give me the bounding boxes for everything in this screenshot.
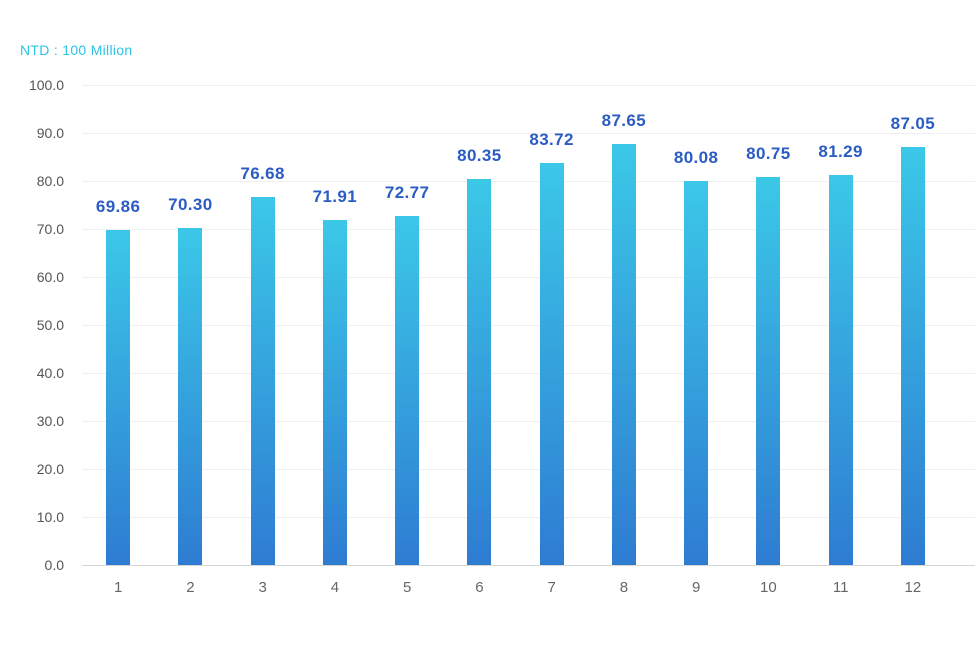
gridline	[82, 325, 975, 326]
bar-value-label: 69.86	[95, 196, 141, 216]
bar	[539, 163, 564, 565]
bar-value-label: 71.91	[312, 186, 358, 206]
bar-value-label: 87.65	[601, 111, 647, 131]
gridline	[82, 469, 975, 470]
x-axis-label: 2	[186, 579, 195, 596]
bar	[395, 215, 420, 565]
x-axis-baseline	[82, 565, 975, 566]
x-axis-label: 3	[258, 579, 267, 596]
y-axis-label: 80.0	[36, 173, 64, 189]
bar	[756, 177, 781, 565]
y-axis-label: 20.0	[36, 461, 64, 477]
bar-value-label: 87.05	[890, 114, 936, 134]
bar-value-label: 72.77	[384, 182, 430, 202]
x-axis-label: 9	[691, 579, 701, 596]
bar-value-label: 80.75	[746, 144, 791, 164]
x-axis-label: 10	[760, 579, 777, 596]
bar	[467, 179, 492, 565]
y-axis-label: 10.0	[36, 509, 64, 525]
bar-value-label: 81.29	[818, 141, 863, 161]
gridline	[82, 85, 975, 86]
bar	[178, 227, 203, 565]
bar	[250, 196, 275, 565]
y-axis-label: 0.0	[44, 557, 64, 573]
bar-value-label: 83.72	[529, 130, 574, 150]
gridline	[82, 421, 975, 422]
gridline	[82, 517, 975, 518]
bar-value-label: 80.35	[457, 146, 502, 166]
chart-unit-label: NTD : 100 Million	[20, 42, 133, 58]
bar	[828, 174, 853, 565]
bar-slot: 87.65 8	[588, 85, 660, 596]
bar-value-label: 76.68	[240, 163, 285, 183]
y-axis-label: 70.0	[36, 221, 64, 237]
y-axis-label: 40.0	[36, 365, 64, 381]
bar-slot: 70.30 2	[154, 85, 226, 596]
bar-slot: 72.77 5	[371, 85, 443, 596]
x-axis-label: 1	[113, 579, 123, 596]
x-axis-label: 7	[547, 579, 556, 596]
plot-area	[82, 85, 975, 566]
bar-slot: 69.86 1	[82, 85, 154, 596]
bar	[684, 180, 709, 565]
x-axis-label: 4	[330, 579, 340, 596]
bar	[900, 147, 925, 565]
x-axis-label: 11	[832, 579, 849, 596]
y-axis-label: 30.0	[36, 413, 64, 429]
bar-slot: 83.72 7	[516, 85, 588, 596]
x-axis-label: 5	[402, 579, 412, 596]
bar	[322, 219, 347, 565]
y-axis-label: 100.0	[28, 77, 64, 93]
bar-slot: 87.05 12	[877, 85, 949, 596]
gridline	[82, 373, 975, 374]
gridline	[82, 229, 975, 230]
bar-slot: 80.08 9	[660, 85, 732, 596]
bar-value-label: 80.08	[673, 147, 719, 167]
y-axis-label: 90.0	[36, 125, 64, 141]
bar-slot: 80.75 10	[732, 85, 804, 596]
bar	[106, 229, 131, 565]
gridline	[82, 133, 975, 134]
bar-value-label: 70.30	[168, 194, 213, 214]
bar-slot: 80.35 6	[443, 85, 515, 596]
x-axis-label: 8	[619, 579, 629, 596]
y-axis: 100.0 90.0 80.0 70.0 60.0 50.0 40.0 30.0 20.0 10.…	[0, 77, 64, 573]
x-axis-label: 12	[904, 579, 922, 596]
bar	[611, 144, 636, 565]
y-axis-label: 50.0	[36, 317, 64, 333]
bar-slot: 76.68 3	[227, 85, 299, 596]
bars-container: 69.86 1 70.30 2 76.68 3 71.91 4 72.77 5 80.35 6 83.7…	[82, 85, 949, 596]
x-axis-label: 6	[475, 579, 484, 596]
bar-slot: 81.29 11	[805, 85, 877, 596]
y-axis-label: 60.0	[36, 269, 64, 285]
gridline	[82, 277, 975, 278]
bar-slot: 71.91 4	[299, 85, 371, 596]
gridline	[82, 181, 975, 182]
